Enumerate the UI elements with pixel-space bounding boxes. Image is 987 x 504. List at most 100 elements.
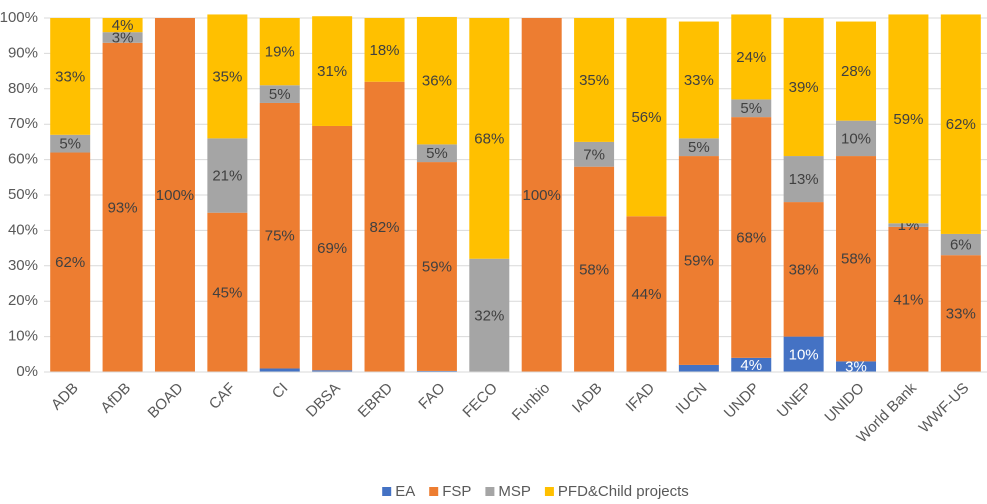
bar-segment (259, 18, 300, 86)
bar-segment (469, 18, 510, 259)
x-tick-label: FAO (415, 380, 448, 413)
bar-segment (574, 18, 615, 142)
data-label: 28% (841, 63, 871, 80)
bar-segment (626, 216, 667, 372)
data-label: 5% (59, 136, 81, 153)
bar-segment (940, 255, 981, 372)
bar-segment (207, 138, 248, 213)
bar-segment (888, 14, 929, 224)
data-label: 58% (579, 261, 609, 278)
x-tick-label: WWF-US (916, 380, 973, 437)
data-label: 69% (317, 240, 347, 257)
bar-segment (312, 370, 353, 372)
bar-segment (259, 368, 300, 372)
data-label: 33% (946, 306, 976, 323)
data-label: 36% (422, 73, 452, 90)
data-label: 62% (946, 116, 976, 133)
data-label: 19% (265, 44, 295, 61)
bar-segment (416, 16, 457, 145)
legend-label: MSP (498, 483, 531, 500)
bar-segment (154, 18, 195, 372)
bar-segment (574, 166, 615, 372)
x-tick-label: CAF (206, 380, 239, 413)
bar-segment (416, 162, 457, 371)
data-label: 5% (269, 86, 291, 103)
bar-segment (678, 156, 719, 365)
bar-segment (783, 18, 824, 157)
bar-segment (521, 18, 562, 372)
bar-segment (102, 42, 143, 372)
x-tick-label: EBRD (355, 380, 397, 422)
data-label: 5% (740, 100, 762, 117)
data-label: 3% (112, 29, 134, 46)
data-label: 93% (108, 199, 138, 216)
bar-segment (678, 364, 719, 372)
bar-segment (312, 125, 353, 371)
data-label: 4% (740, 357, 762, 374)
data-label: 31% (317, 63, 347, 80)
bar-segment (783, 156, 824, 203)
y-tick-label: 0% (16, 363, 38, 380)
x-tick-label: CI (269, 380, 292, 403)
data-label: 59% (422, 258, 452, 275)
y-tick-label: 20% (8, 292, 38, 309)
x-tick-label: ADB (48, 380, 82, 414)
bar-segment (888, 226, 929, 372)
data-label: 75% (265, 228, 295, 245)
data-label: 3% (845, 359, 867, 376)
x-tick-label: UNIDO (821, 380, 867, 426)
data-label: 24% (736, 49, 766, 66)
legend-swatch (429, 487, 439, 496)
data-label: 35% (212, 68, 242, 85)
data-label: 100% (156, 187, 194, 204)
legend-swatch (485, 487, 495, 496)
y-tick-label: 30% (8, 257, 38, 274)
legend-swatch (544, 487, 554, 496)
data-label: 68% (736, 229, 766, 246)
data-label: 39% (789, 79, 819, 96)
bar-segment (574, 141, 615, 167)
bar-segment (836, 21, 877, 121)
bar-segment (836, 361, 877, 372)
bar-segment (940, 14, 981, 234)
bar-segment (678, 138, 719, 157)
bar-segment (731, 117, 772, 358)
data-label: 59% (893, 111, 923, 128)
y-tick-label: 40% (8, 221, 38, 238)
x-tick-label: IUCN (673, 380, 711, 418)
bar-segment (626, 18, 667, 217)
data-label: 6% (950, 237, 972, 254)
data-label: 100% (523, 187, 561, 204)
x-tick-label: UNEP (774, 380, 815, 421)
bar-segment (888, 223, 929, 227)
data-label: 62% (55, 254, 85, 271)
data-label: 5% (426, 145, 448, 162)
y-tick-label: 70% (8, 115, 38, 132)
data-label: 41% (893, 291, 923, 308)
data-label: 45% (212, 284, 242, 301)
bar-segment (102, 32, 143, 43)
x-tick-label: Funbio (509, 380, 553, 424)
bar-segment (731, 14, 772, 100)
x-tick-label: DBSA (303, 380, 344, 421)
data-label: 5% (688, 139, 710, 156)
x-tick-label: AfDB (97, 380, 134, 417)
data-label: 35% (579, 72, 609, 89)
data-label: 33% (684, 72, 714, 89)
x-tick-label: IFAD (623, 379, 659, 415)
bar-segment (836, 156, 877, 362)
x-tick-label: BOAD (145, 379, 187, 421)
data-label: 32% (474, 307, 504, 324)
y-tick-label: 80% (8, 80, 38, 97)
bar-segment (678, 21, 719, 139)
x-tick-label: UNDP (721, 380, 763, 422)
y-tick-label: 10% (8, 328, 38, 345)
data-label: 4% (112, 17, 134, 34)
bar-segment (416, 370, 457, 372)
bar-segment (259, 102, 300, 369)
x-tick-label: IADB (569, 380, 606, 417)
bar-segment (469, 258, 510, 372)
data-label: 82% (370, 219, 400, 236)
bar-segment (940, 233, 981, 256)
data-label: 58% (841, 251, 871, 268)
